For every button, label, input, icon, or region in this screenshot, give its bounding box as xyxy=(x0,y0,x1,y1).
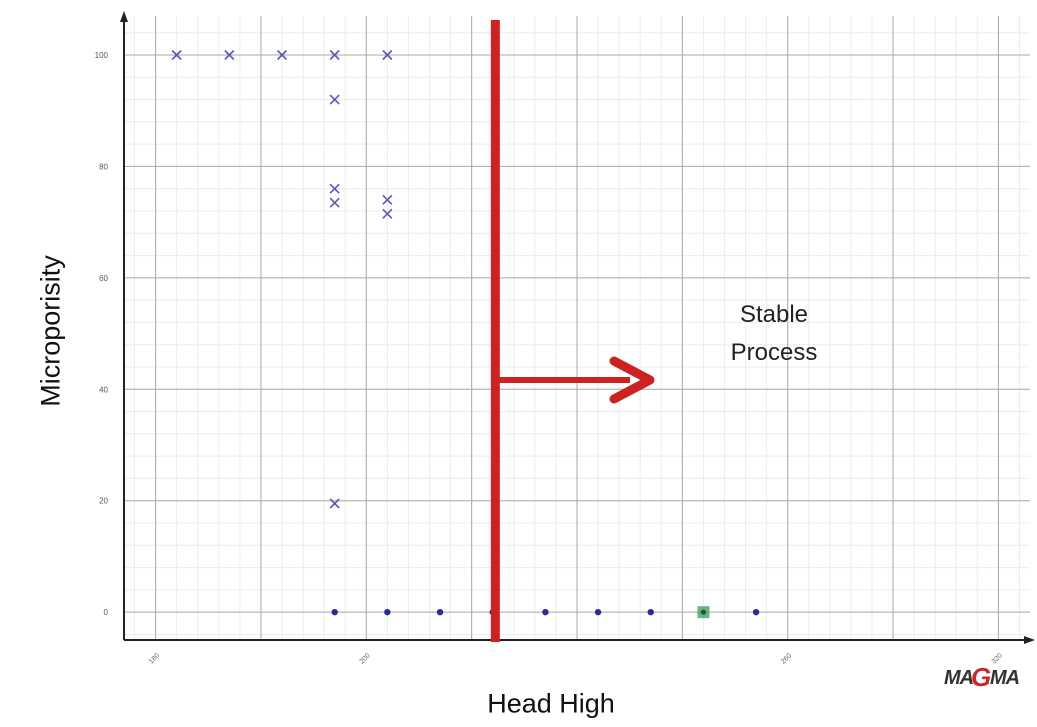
stable-process-annotation: Stable Process xyxy=(708,296,840,372)
y-tick-label: 60 xyxy=(99,274,108,283)
annotation-line-2: Process xyxy=(730,339,818,366)
magma-logo: MA G MA xyxy=(944,662,1020,692)
x-marker-point xyxy=(382,49,393,61)
x-marker-stroke xyxy=(224,49,235,61)
svg-text:MA: MA xyxy=(990,667,1019,689)
major-grid xyxy=(124,16,1030,640)
dot-point xyxy=(542,608,549,616)
x-marker-stroke xyxy=(329,49,340,61)
arrow-head xyxy=(609,356,655,404)
square-point-center xyxy=(700,609,707,615)
x-marker-stroke xyxy=(329,498,340,509)
x-tick-label: 180 xyxy=(148,652,161,665)
y-axis-arrow xyxy=(120,11,128,22)
svg-text:MA: MA xyxy=(944,667,973,689)
x-marker-point xyxy=(171,49,182,61)
xlabel-panel xyxy=(452,684,650,727)
y-tick-label: 100 xyxy=(95,51,109,60)
x-marker-point xyxy=(329,49,340,61)
data-marks xyxy=(171,49,760,619)
dot-point xyxy=(752,608,760,616)
x-tick-label: 260 xyxy=(780,652,793,665)
dot-point xyxy=(384,608,391,616)
x-marker-stroke xyxy=(382,194,393,205)
x-tick-label: 200 xyxy=(359,652,372,665)
threshold-overlay xyxy=(490,20,655,642)
x-marker-point xyxy=(382,194,393,205)
x-marker-stroke xyxy=(382,208,393,219)
y-axis-label: Microporisity xyxy=(35,255,66,407)
axes xyxy=(120,11,1035,644)
y-tick-label: 0 xyxy=(104,608,109,617)
svg-text:G: G xyxy=(971,662,991,692)
x-marker-stroke xyxy=(382,49,393,61)
x-marker-stroke xyxy=(329,183,340,194)
annotation-line-1: Stable xyxy=(739,301,809,328)
x-marker-point xyxy=(329,94,340,105)
x-marker-point xyxy=(224,49,235,61)
y-tick-label: 20 xyxy=(99,497,108,506)
x-marker-stroke xyxy=(171,49,182,61)
x-marker-point xyxy=(276,49,288,61)
y-tick-label: 80 xyxy=(99,162,108,171)
dot-point xyxy=(436,608,444,616)
y-tick-label: 40 xyxy=(99,385,108,394)
dot-point xyxy=(647,608,654,616)
x-marker-point xyxy=(329,498,340,509)
x-marker-stroke xyxy=(329,197,340,208)
ylabel-panel xyxy=(28,212,72,450)
x-marker-point xyxy=(329,197,340,208)
x-axis-label: Head High xyxy=(487,688,615,719)
x-marker-point xyxy=(329,183,340,194)
dot-point xyxy=(331,608,338,616)
x-marker-stroke xyxy=(329,94,340,105)
x-marker-point xyxy=(382,208,393,219)
dot-point xyxy=(594,608,602,616)
x-axis-arrow xyxy=(1024,636,1035,644)
x-marker-stroke xyxy=(276,49,288,61)
